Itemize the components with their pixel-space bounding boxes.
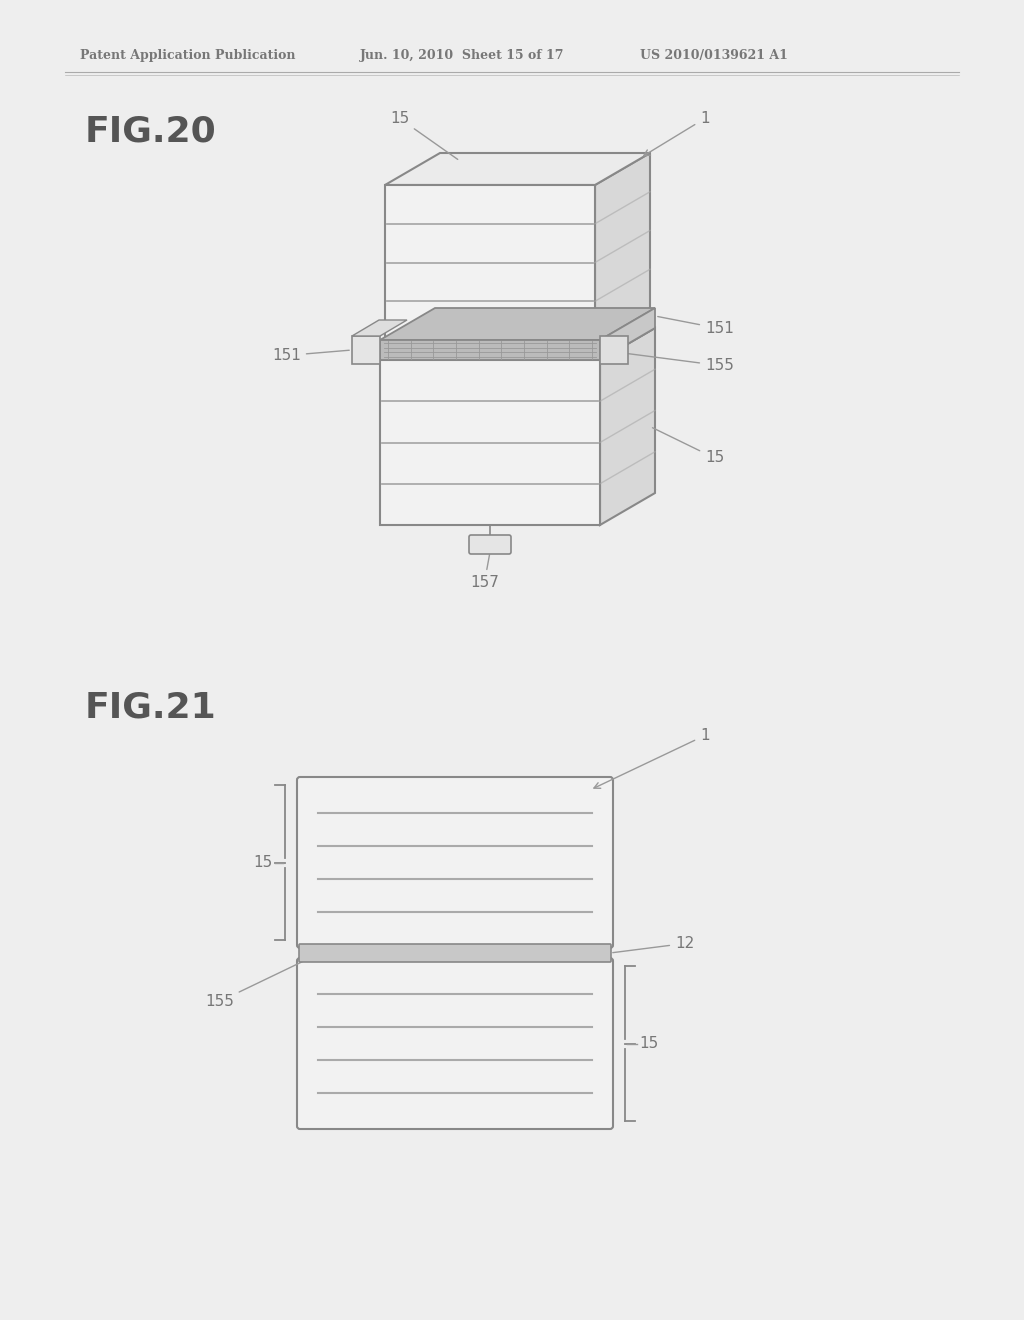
Text: 155: 155 [205, 960, 307, 1008]
Polygon shape [600, 327, 655, 525]
FancyBboxPatch shape [469, 535, 511, 554]
Text: 15: 15 [639, 1036, 658, 1051]
Text: 12: 12 [612, 936, 694, 953]
Text: 15: 15 [390, 111, 458, 160]
Text: Jun. 10, 2010  Sheet 15 of 17: Jun. 10, 2010 Sheet 15 of 17 [360, 49, 564, 62]
FancyBboxPatch shape [297, 958, 613, 1129]
FancyBboxPatch shape [297, 777, 613, 948]
Text: 15: 15 [652, 428, 724, 466]
Text: 151: 151 [657, 317, 734, 337]
Text: 1: 1 [594, 729, 710, 788]
Polygon shape [600, 308, 655, 360]
Text: FIG.21: FIG.21 [85, 690, 217, 723]
FancyBboxPatch shape [299, 944, 611, 962]
Polygon shape [385, 185, 595, 341]
Text: 155: 155 [603, 350, 734, 374]
Text: FIG.20: FIG.20 [85, 115, 217, 149]
Polygon shape [380, 360, 600, 525]
Polygon shape [380, 341, 600, 360]
Polygon shape [595, 153, 650, 341]
Text: 1: 1 [644, 111, 710, 156]
Polygon shape [385, 153, 650, 185]
Polygon shape [600, 337, 628, 364]
Polygon shape [380, 308, 655, 341]
Text: US 2010/0139621 A1: US 2010/0139621 A1 [640, 49, 787, 62]
Text: Patent Application Publication: Patent Application Publication [80, 49, 296, 62]
Polygon shape [352, 337, 380, 364]
Text: 151: 151 [272, 348, 349, 363]
Polygon shape [380, 327, 655, 360]
Polygon shape [352, 319, 407, 337]
Text: 15: 15 [254, 855, 273, 870]
Text: 157: 157 [470, 554, 499, 590]
